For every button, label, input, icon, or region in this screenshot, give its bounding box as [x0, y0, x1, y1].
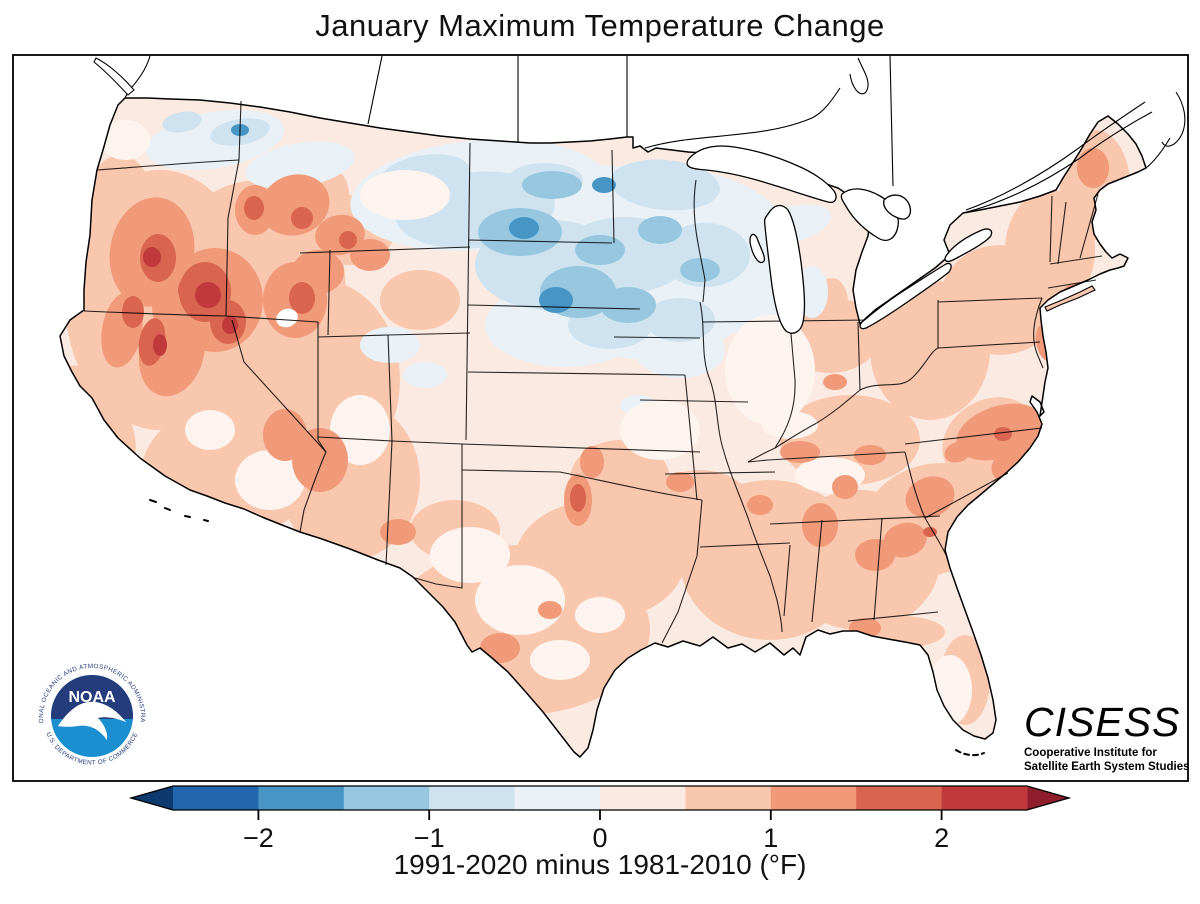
anomaly-blob	[592, 177, 616, 193]
anomaly-blob	[153, 334, 167, 356]
colorbar-bin	[770, 786, 857, 810]
anomaly-blob	[339, 231, 357, 249]
anomaly-blob	[245, 141, 355, 189]
anomaly-blob	[638, 216, 682, 244]
anomaly-blob	[905, 476, 955, 518]
anomaly-blob	[263, 409, 307, 461]
anomaly-blob	[530, 640, 590, 680]
great-lakes	[686, 145, 993, 334]
cisess-subtitle-line2: Satellite Earth System Studies	[1024, 760, 1190, 773]
lake-michigan	[763, 204, 806, 334]
colorbar-tick-label: 2	[934, 823, 949, 853]
anomaly-blob	[222, 316, 238, 334]
anomaly-blob	[600, 287, 656, 323]
anomaly-blob	[575, 235, 625, 265]
anomaly-blob	[645, 298, 715, 342]
colorbar-bin	[685, 786, 772, 810]
anomaly-blob	[780, 441, 820, 463]
florida-keys	[955, 749, 985, 757]
colorbar-bin	[600, 786, 686, 810]
lake-ontario	[944, 228, 993, 263]
colorbar-under-arrow	[131, 786, 173, 810]
anomaly-blob	[350, 239, 390, 271]
colorbar-bin	[343, 786, 430, 810]
anomaly-blob	[403, 362, 447, 388]
anomaly-blob	[747, 495, 773, 515]
long-island	[1044, 285, 1096, 312]
anomaly-blob	[725, 315, 815, 425]
anomaly-blob	[1077, 148, 1109, 188]
colorbar-tick-label: −2	[243, 823, 274, 853]
colorbar-bin	[258, 786, 345, 810]
anomaly-blob	[883, 522, 927, 558]
anomaly-blob	[575, 597, 625, 633]
canada-borders	[93, 55, 1186, 214]
anomaly-blob	[360, 170, 450, 220]
green-bay	[749, 233, 766, 264]
anomaly-blob	[994, 427, 1012, 441]
lake-erie	[859, 262, 952, 330]
anomaly-blob	[185, 410, 235, 450]
cisess-logo: CISESS Cooperative Institute for Satelli…	[1024, 700, 1194, 774]
colorbar-bin	[856, 786, 943, 810]
us-anomaly-field	[60, 98, 1146, 757]
colorbar-bin	[514, 786, 601, 810]
anomaly-blob	[235, 450, 305, 510]
anomaly-blob	[509, 217, 539, 239]
anomaly-blob	[666, 472, 694, 492]
anomaly-blob	[292, 428, 348, 492]
cisess-wordmark: CISESS	[1024, 699, 1181, 745]
anomaly-blob	[289, 282, 315, 314]
anomaly-blob	[244, 196, 264, 220]
colorbar-caption: 1991-2020 minus 1981-2010 (°F)	[393, 849, 807, 880]
anomaly-blob	[291, 207, 313, 229]
figure-title: January Maximum Temperature Change	[315, 8, 885, 43]
anomaly-blob	[854, 445, 886, 465]
anomaly-blob	[762, 411, 818, 439]
colorbar-tick-label: 1	[763, 823, 778, 853]
anomaly-blob	[610, 159, 720, 211]
colorbar-tick-label: 0	[592, 823, 607, 853]
colorbar-bin	[429, 786, 516, 810]
anomaly-blob	[539, 287, 573, 313]
cisess-subtitle-line1: Cooperative Institute for	[1024, 747, 1157, 759]
anomaly-blob	[195, 282, 221, 308]
anomaly-blob	[802, 503, 838, 547]
anomaly-blob	[162, 111, 202, 133]
anomaly-blob	[360, 327, 420, 363]
colorbar-outline	[128, 785, 1072, 811]
noaa-gull-icon	[58, 701, 126, 740]
anomaly-blob	[430, 527, 510, 583]
colorbar-bin	[173, 786, 259, 810]
anomaly-blob	[923, 527, 937, 537]
anomaly-blob	[380, 519, 416, 545]
lake-superior	[686, 145, 837, 203]
anomaly-blob	[380, 270, 460, 330]
anomaly-blob	[580, 446, 604, 478]
anomaly-blob	[522, 171, 582, 199]
noaa-logo: NOAA NATIONAL OCEANIC AND ATMOSPHERIC AD…	[35, 659, 149, 773]
anomaly-blob	[620, 400, 700, 460]
anomaly-blob	[832, 475, 858, 499]
anomaly-blob	[680, 258, 720, 282]
channel-islands	[149, 499, 209, 522]
colorbar-tick-label: −1	[414, 823, 445, 853]
colorbar: −2 −1 0 1 2	[128, 785, 1072, 853]
anomaly-blob	[823, 374, 847, 390]
state-borders	[83, 100, 1103, 644]
anomaly-blob	[570, 484, 586, 512]
colorbar-bin	[941, 786, 1028, 810]
colorbar-over-arrow	[1027, 786, 1069, 810]
anomaly-blob	[276, 308, 298, 328]
anomaly-blob	[475, 565, 565, 635]
anomaly-blob	[100, 120, 150, 160]
anomaly-blob	[538, 601, 562, 619]
georgian-bay	[883, 194, 912, 220]
anomaly-blob	[143, 247, 161, 267]
anomaly-blob	[944, 441, 972, 463]
noaa-wordmark: NOAA	[68, 689, 116, 706]
anomaly-blob	[122, 296, 144, 328]
